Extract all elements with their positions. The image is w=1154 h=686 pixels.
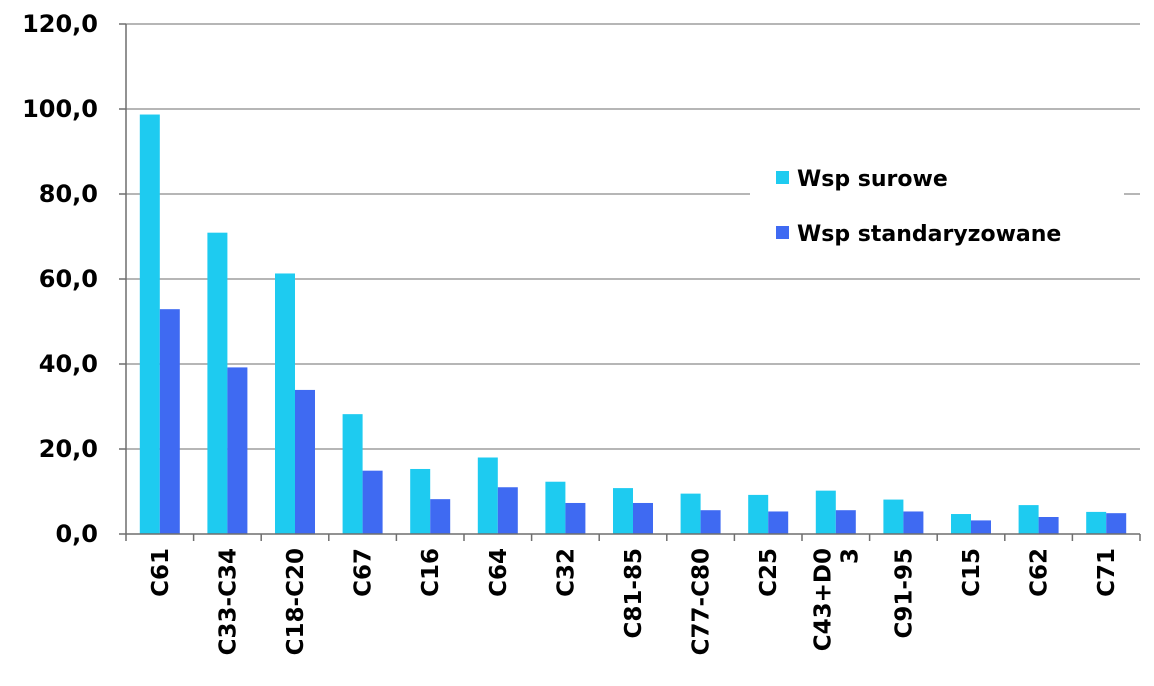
x-tick-label-text: C91-95 bbox=[891, 548, 917, 638]
x-tick-label-line: C25 bbox=[756, 548, 782, 597]
x-tick-label-line: C67 bbox=[351, 548, 377, 597]
x-tick-label-line: C77-C80 bbox=[689, 548, 715, 655]
bar-standardized bbox=[362, 470, 383, 534]
bar-standardized bbox=[565, 502, 586, 534]
bar-raw bbox=[748, 494, 769, 534]
bar-standardized bbox=[159, 309, 180, 534]
x-tick-label-text: C62 bbox=[1027, 548, 1053, 597]
x-tick-label-line: C91-95 bbox=[891, 548, 917, 638]
bar-standardized bbox=[1038, 517, 1059, 534]
bar-raw bbox=[545, 481, 566, 534]
x-tick-label-line: C15 bbox=[959, 548, 985, 597]
x-tick-label: C43+D03 bbox=[810, 548, 863, 651]
bar-raw bbox=[342, 414, 363, 534]
bar-raw bbox=[1086, 511, 1107, 534]
bar-raw bbox=[139, 114, 160, 535]
bars bbox=[139, 114, 1127, 535]
x-tick-label: C15 bbox=[959, 548, 985, 597]
bar-standardized bbox=[768, 511, 789, 534]
x-tick-label-text: C71 bbox=[1094, 548, 1120, 597]
legend-swatch-standardized bbox=[776, 226, 789, 239]
y-tick-label: 100,0 bbox=[22, 95, 98, 123]
x-tick-label-text: C15 bbox=[959, 548, 985, 597]
x-tick-label: C62 bbox=[1027, 548, 1053, 597]
x-tick-label: C32 bbox=[553, 548, 579, 597]
bar-raw bbox=[883, 499, 904, 534]
legend-label-raw: Wsp surowe bbox=[797, 167, 948, 192]
x-tick-label-text: C77-C80 bbox=[689, 548, 715, 655]
x-tick-label: C91-95 bbox=[891, 548, 917, 638]
bar-raw bbox=[815, 490, 836, 534]
x-tick-label-line: C61 bbox=[148, 548, 174, 597]
bar-standardized bbox=[971, 520, 991, 534]
x-tick-label-line: C33-C34 bbox=[215, 548, 241, 655]
x-tick-label: C71 bbox=[1094, 548, 1120, 597]
x-tick-label: C25 bbox=[756, 548, 782, 597]
legend-background bbox=[750, 150, 1124, 262]
bar-standardized bbox=[903, 511, 924, 534]
x-tick-label-line: C43+D0 bbox=[810, 548, 836, 651]
x-tick-label-line: C18-C20 bbox=[283, 548, 309, 655]
bar-standardized bbox=[497, 487, 518, 534]
bar-standardized bbox=[700, 510, 721, 534]
x-tick-label: C61 bbox=[148, 548, 174, 597]
x-tick-label-line: C64 bbox=[486, 548, 512, 597]
x-tick-label: C33-C34 bbox=[215, 548, 241, 655]
legend-label-standardized: Wsp standaryzowane bbox=[797, 222, 1061, 247]
bar-standardized bbox=[835, 510, 856, 534]
bar-raw bbox=[613, 488, 633, 534]
bar-standardized bbox=[633, 502, 653, 534]
bar-standardized bbox=[295, 389, 315, 534]
x-axis-labels: C61 C33-C34 C18-C20 C67 C16 C64 C32 C81-85 C77-C… bbox=[148, 548, 1120, 655]
legend: Wsp surowe Wsp standaryzowane bbox=[750, 150, 1124, 262]
x-tick-label-text: C67 bbox=[351, 548, 377, 597]
x-tick-label-text: C43+D03 bbox=[810, 548, 863, 651]
bar-standardized bbox=[227, 367, 248, 534]
x-tick-label-line: C62 bbox=[1027, 548, 1053, 597]
x-tick-label-text: C25 bbox=[756, 548, 782, 597]
x-tick-label-line: 3 bbox=[837, 548, 863, 564]
y-tick-label: 80,0 bbox=[39, 180, 98, 208]
x-tick-label-text: C18-C20 bbox=[283, 548, 309, 655]
bar-standardized bbox=[1106, 513, 1127, 534]
y-tick-label: 20,0 bbox=[39, 435, 98, 463]
x-tick-label-line: C81-85 bbox=[621, 548, 647, 638]
bar-raw bbox=[477, 457, 498, 534]
x-tick-label: C64 bbox=[486, 548, 512, 597]
legend-swatch-raw bbox=[776, 171, 789, 184]
y-tick-label: 0,0 bbox=[55, 520, 98, 548]
x-tick-label-line: C32 bbox=[553, 548, 579, 597]
x-tick-label-text: C32 bbox=[553, 548, 579, 597]
y-tick-label: 60,0 bbox=[39, 265, 98, 293]
bar-raw bbox=[207, 232, 228, 535]
x-tick-label: C77-C80 bbox=[689, 548, 715, 655]
y-axis-ticks: 0,0 20,0 40,0 60,0 80,0 100,0 120,0 bbox=[22, 10, 126, 548]
bar-raw bbox=[275, 273, 295, 534]
bar-standardized bbox=[430, 499, 451, 534]
x-tick-label-line: C71 bbox=[1094, 548, 1120, 597]
x-tick-label: C18-C20 bbox=[283, 548, 309, 655]
x-tick-label-text: C61 bbox=[148, 548, 174, 597]
x-tick-label-text: C16 bbox=[418, 548, 444, 597]
y-tick-label: 120,0 bbox=[22, 10, 98, 38]
bar-raw bbox=[410, 468, 431, 534]
bar-raw bbox=[680, 493, 701, 534]
x-tick-label-text: C64 bbox=[486, 548, 512, 597]
x-tick-label: C81-85 bbox=[621, 548, 647, 638]
x-tick-label: C67 bbox=[351, 548, 377, 597]
x-tick-label: C16 bbox=[418, 548, 444, 597]
x-tick-label-text: C33-C34 bbox=[215, 548, 241, 655]
y-tick-label: 40,0 bbox=[39, 350, 98, 378]
bar-raw bbox=[951, 514, 971, 534]
x-tick-label-line: C16 bbox=[418, 548, 444, 597]
x-tick-label-text: C81-85 bbox=[621, 548, 647, 638]
bar-raw bbox=[1018, 505, 1039, 534]
